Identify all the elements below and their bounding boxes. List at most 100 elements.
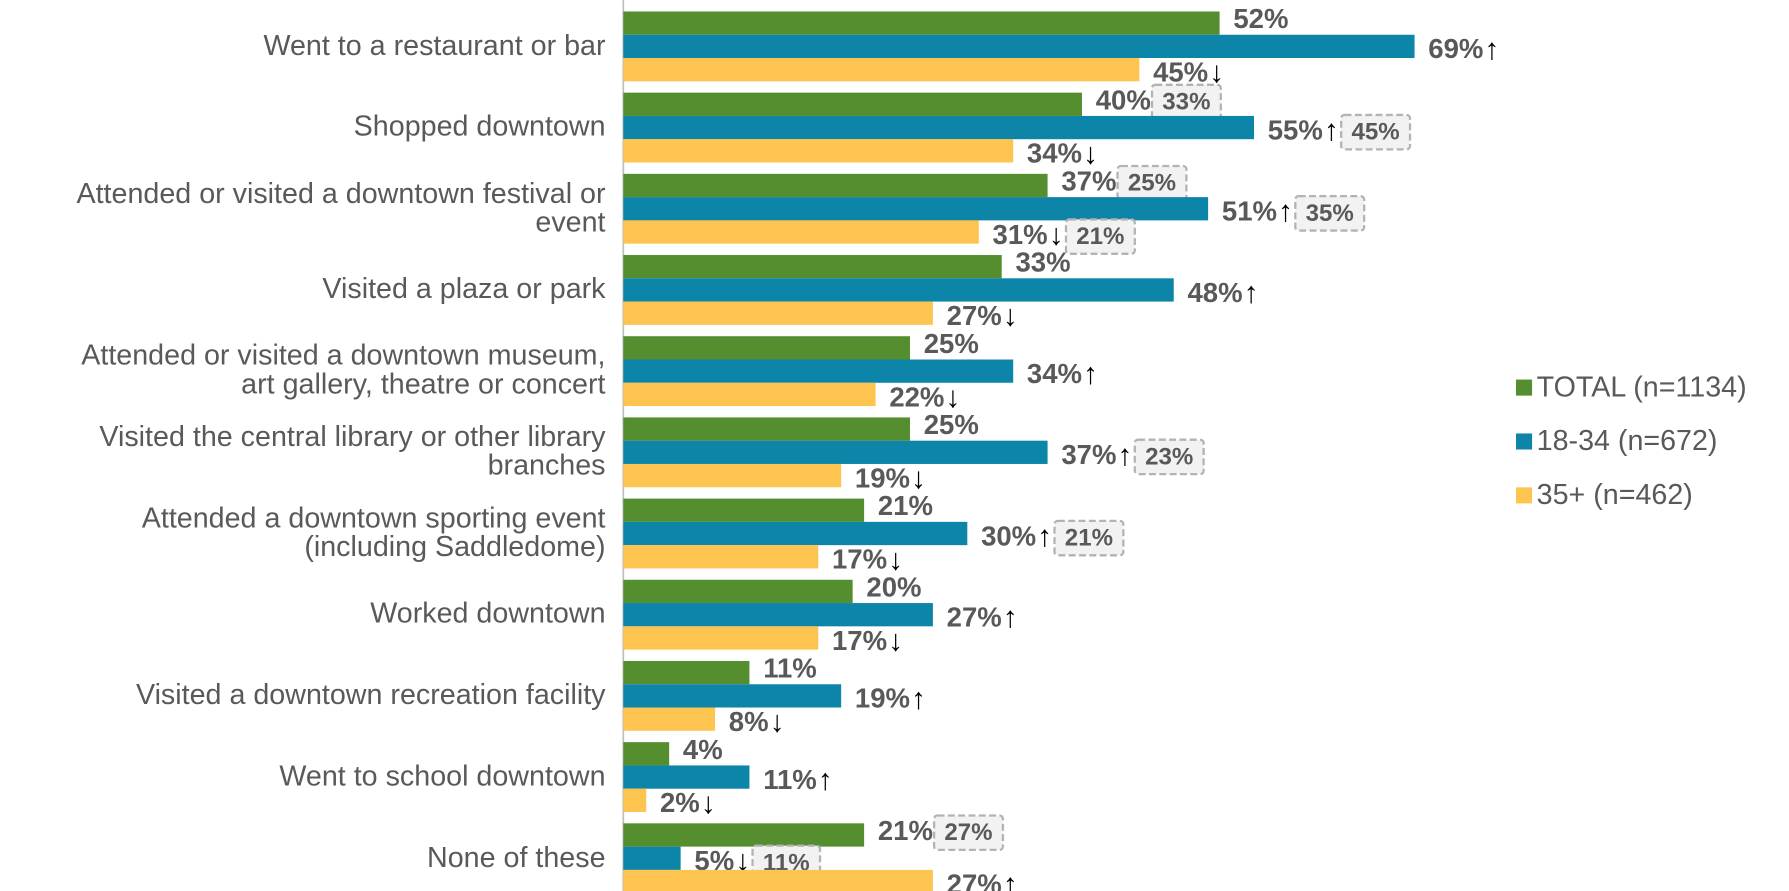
comparison-frame [1116,164,1188,202]
legend-swatch [1516,487,1533,504]
value-label: 2% [660,787,700,818]
legend-swatch [1516,433,1533,450]
bar [623,278,1174,302]
value-label: 25% [924,328,979,359]
value-label: 21% [878,815,933,846]
value-label: 17% [832,544,887,575]
comparison-frame [1064,218,1136,255]
value-label: 52% [1233,3,1288,34]
bar [623,417,910,441]
bar [623,34,1415,59]
comparison-box: 27% [932,814,1005,852]
category-label-box: None of these [427,843,606,872]
category-label: Worked downtown [370,597,606,630]
comparison-label: 25% [1128,170,1176,197]
significance-arrow: ↑ [911,682,926,715]
comparison-box: 35% [1294,194,1366,232]
significance-arrow: ↑ [1118,439,1133,472]
value-label: 17% [832,625,887,656]
bar [623,139,1014,163]
value-label: 27% [947,602,1002,633]
category-label: Went to a restaurant or bar [263,29,606,62]
value-label: 37% [1061,165,1116,196]
bar [623,382,876,407]
value-label: 8% [729,706,769,737]
bar [623,463,842,488]
category-label-box: Visited the central library or other lib… [99,420,606,482]
value-label: 51% [1222,196,1277,227]
category-label-box: Attended or visited a downtown museum, a… [81,341,605,398]
significance-arrow: ↓ [1083,137,1098,170]
bar [623,301,933,325]
legend-label: TOTAL (n=1134) [1537,371,1747,403]
value-label: 4% [683,734,723,765]
comparison-label: 45% [1352,119,1400,146]
value-label: 27% [947,300,1002,331]
value-label: 19% [855,462,910,493]
value-label: 34% [1027,358,1082,389]
category-label: Shopped downtown [353,110,606,143]
category-label-box: Visited a plaza or park [322,275,605,304]
bar [623,742,670,766]
value-label: 11% [763,653,817,684]
category-label-box: Attended a downtown sporting event (incl… [141,502,606,563]
legend-label: 35+ (n=462) [1537,479,1693,511]
significance-arrow: ↑ [1244,276,1259,309]
value-label: 40% [1096,84,1151,115]
bar [623,92,1082,116]
comparison-box: 21% [1064,218,1136,255]
value-label: 20% [866,571,921,602]
category-label-box: Went to a restaurant or bar [263,29,606,62]
bar [623,115,1254,140]
bar [623,255,1002,279]
bar [623,197,1209,221]
significance-arrow: ↑ [818,764,833,797]
bar [623,58,1140,82]
comparison-box: 33% [1150,83,1222,121]
comparison-frame [1294,194,1366,232]
bar [623,684,842,708]
value-label: 11% [763,764,817,795]
significance-arrow: ↑ [1324,114,1339,147]
comparison-frame [1340,113,1412,151]
category-label: Attended or visited a downtown festival … [76,177,606,239]
comparison-box: 45% [1340,113,1412,151]
value-label: 30% [981,520,1036,551]
category-label: Attended a downtown sporting event (incl… [141,502,606,563]
value-label: 33% [1015,247,1070,278]
value-label: 69% [1428,33,1483,64]
significance-arrow: ↑ [1485,33,1500,66]
bar [623,11,1220,35]
value-label: 48% [1187,277,1242,308]
significance-arrow: ↓ [735,845,750,878]
category-label-box: Went to school downtown [279,762,605,791]
value-label: 22% [889,381,944,412]
value-label: 27% [947,868,1002,891]
bar [623,359,1014,383]
legend-label: 18-34 (n=672) [1537,425,1718,457]
comparison-label: 33% [1162,89,1210,116]
comparison-box: 21% [1053,519,1125,557]
bar [623,440,1048,464]
comparison-box: 23% [1133,438,1205,476]
comparison-label: 21% [1076,223,1124,250]
significance-arrow: ↓ [888,543,903,576]
legend-swatch [1516,379,1533,396]
significance-arrow: ↓ [1049,219,1064,252]
comparison-frame [1053,519,1125,557]
bar [623,220,979,244]
bar [623,765,750,789]
bar [623,660,750,685]
comparison-label: 21% [1065,525,1113,552]
bar [623,707,716,731]
significance-arrow: ↑ [1037,520,1052,553]
significance-arrow: ↑ [1083,358,1098,391]
significance-arrow: ↓ [701,787,716,820]
comparison-frame [1150,83,1222,121]
category-label-box: Visited a downtown recreation facility [136,680,606,709]
category-label: Visited the central library or other lib… [99,420,606,482]
category-label-box: Shopped downtown [353,110,606,143]
value-label: 45% [1153,57,1208,88]
comparison-label: 27% [944,819,992,846]
